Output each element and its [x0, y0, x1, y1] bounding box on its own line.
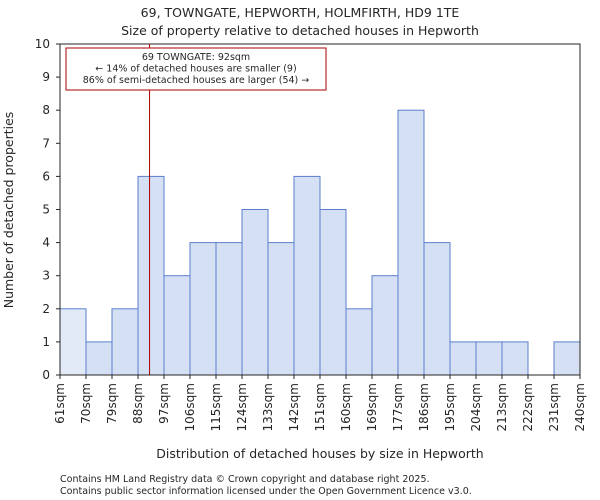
x-tick-label: 88sqm [131, 383, 145, 424]
x-tick-label: 97sqm [157, 383, 171, 424]
y-tick-label: 1 [42, 335, 50, 349]
x-tick-label: 177sqm [391, 383, 405, 431]
x-tick-label: 115sqm [209, 383, 223, 431]
chart-title-line-1: 69, TOWNGATE, HEPWORTH, HOLMFIRTH, HD9 1… [141, 5, 460, 20]
x-tick-label: 79sqm [105, 383, 119, 424]
bar-142sqm [293, 175, 321, 376]
x-tick-label: 124sqm [235, 383, 249, 431]
bar-97sqm [163, 275, 191, 376]
y-tick-label: 7 [42, 136, 50, 150]
bars-group [59, 109, 581, 376]
x-tick-label: 106sqm [183, 383, 197, 431]
y-tick-label: 2 [42, 302, 50, 316]
x-tick-label: 142sqm [287, 383, 301, 431]
x-tick-label: 195sqm [443, 383, 457, 431]
y-tick-label: 5 [42, 203, 50, 217]
x-tick-label: 213sqm [495, 383, 509, 431]
bar-70sqm [85, 341, 113, 376]
y-axis-label: Number of detached properties [1, 112, 16, 309]
bar-195sqm [449, 341, 477, 376]
plot-frame [59, 43, 581, 376]
footer-line-1: Contains HM Land Registry data © Crown c… [60, 474, 430, 485]
x-tick-label: 70sqm [79, 383, 93, 424]
marker-annotation: 69 TOWNGATE: 92sqm ← 14% of detached hou… [65, 47, 327, 91]
x-tick-label: 151sqm [313, 383, 327, 431]
x-tick-label: 231sqm [547, 383, 561, 431]
x-axis-ticks: 61sqm 70sqm 79sqm 88sqm 97sqm 106sqm 115sqm 124… [53, 375, 587, 431]
chart-title-line-2: Size of property relative to detached ho… [121, 23, 479, 38]
annotation-line-1: 69 TOWNGATE: 92sqm [142, 52, 250, 63]
x-axis-label: Distribution of detached houses by size … [156, 446, 483, 461]
bar-231sqm [553, 341, 581, 376]
y-tick-label: 10 [35, 37, 50, 51]
bar-79sqm [111, 308, 139, 376]
annotation-line-2: ← 14% of detached houses are smaller (9) [95, 64, 296, 75]
bar-204sqm [475, 341, 503, 376]
bar-169sqm [371, 275, 399, 376]
y-tick-label: 0 [42, 368, 50, 382]
bar-133sqm [267, 242, 295, 376]
bar-88sqm [137, 175, 165, 376]
x-tick-label: 61sqm [53, 383, 67, 424]
bar-151sqm [319, 209, 347, 376]
bar-115sqm [215, 242, 243, 376]
y-tick-label: 3 [42, 269, 50, 283]
x-tick-label: 160sqm [339, 383, 353, 431]
bar-186sqm [423, 242, 451, 376]
bar-213sqm [501, 341, 529, 376]
bar-177sqm [397, 109, 425, 376]
annotation-box [65, 47, 327, 91]
bar-160sqm [345, 308, 373, 376]
bar-124sqm [241, 209, 269, 376]
x-tick-label: 204sqm [469, 383, 483, 431]
y-tick-label: 8 [42, 103, 50, 117]
footer-line-2: Contains public sector information licen… [60, 486, 472, 497]
y-axis-ticks: 0 1 2 3 4 5 6 7 8 9 10 [35, 37, 60, 382]
y-tick-label: 9 [42, 70, 50, 84]
y-tick-label: 6 [42, 169, 50, 183]
y-tick-label: 4 [42, 236, 50, 250]
bar-61sqm [59, 308, 87, 376]
x-tick-label: 222sqm [521, 383, 535, 431]
x-tick-label: 133sqm [261, 383, 275, 431]
x-tick-label: 240sqm [573, 383, 587, 431]
annotation-line-3: 86% of semi-detached houses are larger (… [83, 75, 310, 86]
bar-106sqm [189, 242, 217, 376]
x-tick-label: 186sqm [417, 383, 431, 431]
x-tick-label: 169sqm [365, 383, 379, 431]
